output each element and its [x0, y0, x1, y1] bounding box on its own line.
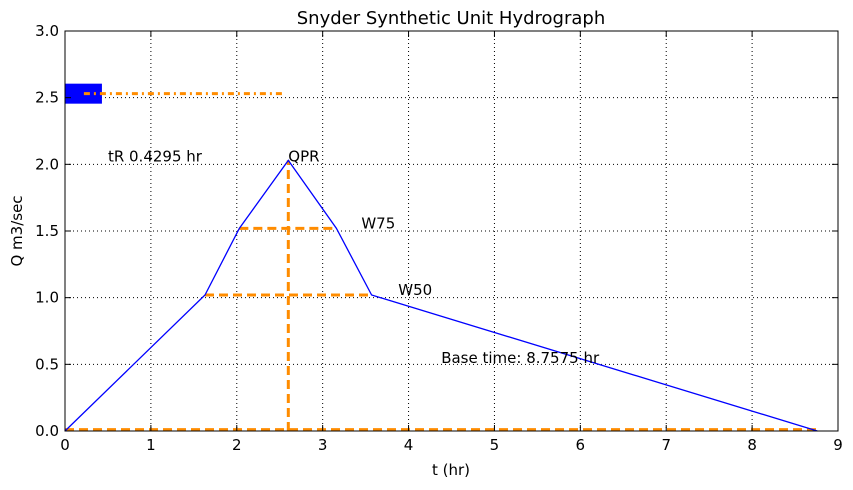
x-tick-label: 0 — [60, 436, 70, 454]
chart-annotation: Base time: 8.7575 hr — [441, 349, 600, 367]
y-tick-label: 3.0 — [35, 22, 59, 40]
x-tick-label: 1 — [146, 436, 156, 454]
chart-annotation: tR 0.4295 hr — [108, 148, 203, 166]
y-tick-label: 2.0 — [35, 155, 59, 173]
series-layer — [64, 83, 818, 432]
y-tick-label: 1.0 — [35, 289, 59, 307]
chart-annotation: W50 — [398, 281, 432, 299]
x-tick-label: 6 — [576, 436, 586, 454]
y-tick-label: 2.5 — [35, 89, 59, 107]
annotations-layer: tR 0.4295 hr QPR W75 W50 Base time: 8.7575 h… — [108, 148, 600, 367]
x-tick-label: 4 — [404, 436, 414, 454]
plot-frame — [64, 30, 839, 432]
chart-annotation: QPR — [288, 148, 319, 166]
grid-lines — [65, 31, 838, 431]
x-tick-label: 5 — [490, 436, 500, 454]
x-tick-label: 7 — [661, 436, 671, 454]
chart-annotation: W75 — [361, 214, 395, 232]
y-tick-label: 1.5 — [35, 222, 59, 240]
x-tick-label: 9 — [833, 436, 843, 454]
x-tick-label: 3 — [318, 436, 328, 454]
x-tick-label: 2 — [232, 436, 242, 454]
y-tick-label: 0.5 — [35, 355, 59, 373]
ticks-layer: 0 1 2 3 4 5 6 7 8 9 0.0 0.5 1.0 1.5 2.0 2.5 3.0 — [35, 22, 843, 454]
y-tick-label: 0.0 — [35, 422, 59, 440]
x-axis-label: t (hr) — [432, 461, 470, 479]
x-tick-label: 8 — [747, 436, 757, 454]
hydrograph-line — [64, 159, 818, 432]
y-axis-label: Q m3/sec — [8, 195, 26, 266]
rainfall-duration-bar — [65, 83, 102, 104]
chart-title: Snyder Synthetic Unit Hydrograph — [297, 8, 606, 29]
